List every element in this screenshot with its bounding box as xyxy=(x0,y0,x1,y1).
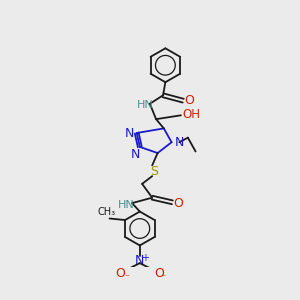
Text: HN: HN xyxy=(118,200,134,210)
Text: ⁻: ⁻ xyxy=(160,274,166,284)
Text: O: O xyxy=(174,196,184,210)
Text: O: O xyxy=(154,267,164,280)
Text: CH₃: CH₃ xyxy=(98,207,116,217)
Text: OH: OH xyxy=(183,108,201,121)
Text: N: N xyxy=(175,136,184,149)
Text: N: N xyxy=(124,127,134,140)
Text: O: O xyxy=(184,94,194,107)
Text: S: S xyxy=(150,165,158,178)
Text: HN: HN xyxy=(137,100,154,110)
Text: O: O xyxy=(116,267,125,280)
Text: N: N xyxy=(135,254,145,267)
Text: +: + xyxy=(141,253,149,263)
Text: N: N xyxy=(131,148,141,161)
Text: ⁻: ⁻ xyxy=(125,274,130,284)
